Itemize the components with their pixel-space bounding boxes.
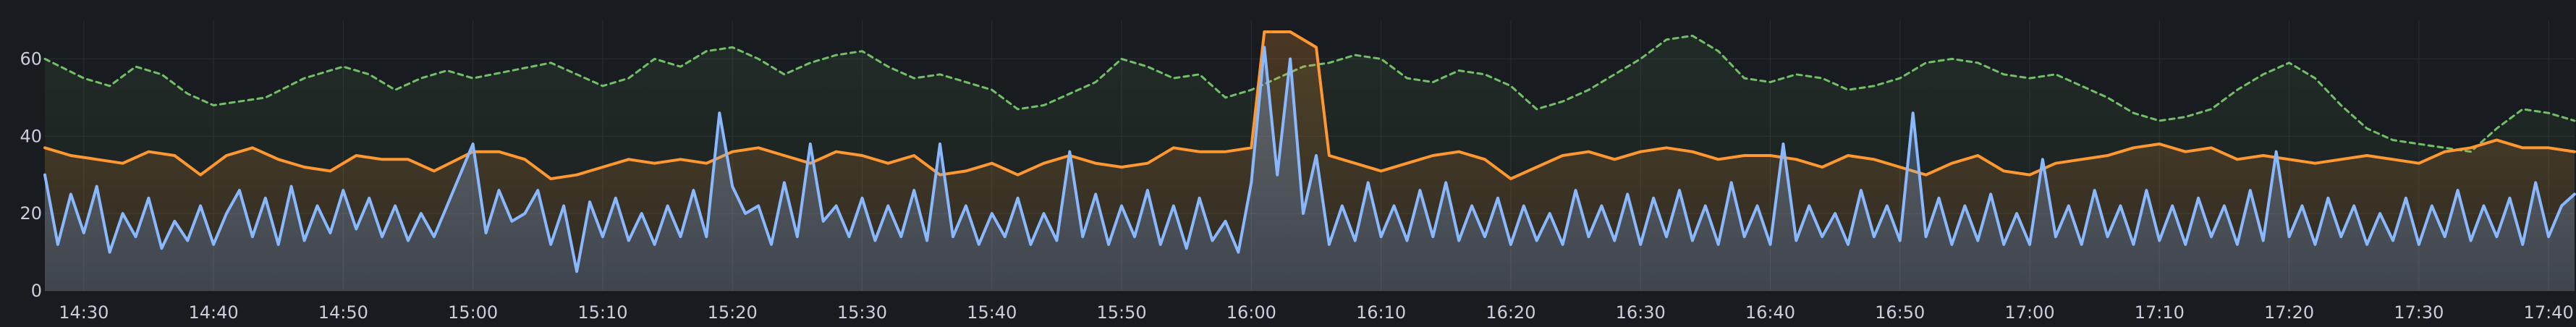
x-tick-label: 15:10 bbox=[577, 302, 627, 323]
series-orange-line bbox=[43, 30, 2576, 181]
x-tick-label: 16:00 bbox=[1226, 302, 1276, 323]
series-blue-group bbox=[43, 46, 2576, 292]
x-tick-label: 14:40 bbox=[188, 302, 238, 323]
x-tick-label: 15:30 bbox=[837, 302, 887, 323]
series-green-dashed-line bbox=[43, 34, 2576, 153]
x-tick-label: 17:30 bbox=[2394, 302, 2444, 323]
x-tick-label: 15:50 bbox=[1096, 302, 1146, 323]
x-tick-label: 14:30 bbox=[59, 302, 109, 323]
x-tick-label: 16:50 bbox=[1875, 302, 1925, 323]
x-tick-label: 15:00 bbox=[448, 302, 498, 323]
x-tick-label: 16:40 bbox=[1745, 302, 1795, 323]
x-tick-label: 15:40 bbox=[967, 302, 1017, 323]
x-tick-label: 17:20 bbox=[2264, 302, 2314, 323]
x-tick-label: 17:00 bbox=[2004, 302, 2054, 323]
y-tick-label: 40 bbox=[20, 126, 42, 146]
series-group bbox=[43, 30, 2576, 292]
x-tick-label: 15:20 bbox=[708, 302, 758, 323]
y-tick-label: 0 bbox=[31, 281, 42, 301]
x-tick-label: 16:20 bbox=[1486, 302, 1535, 323]
x-tick-label: 17:10 bbox=[2135, 302, 2185, 323]
x-tick-label: 17:40 bbox=[2524, 302, 2574, 323]
y-tick-label: 20 bbox=[20, 203, 42, 224]
y-tick-label: 60 bbox=[20, 48, 42, 69]
axes: 0 20 40 60 14:30 14:40 14:50 15:00 15:10 15:20 15:… bbox=[20, 48, 2573, 323]
series-blue-line bbox=[43, 46, 2576, 273]
x-tick-label: 14:50 bbox=[318, 302, 368, 323]
x-tick-label: 16:10 bbox=[1356, 302, 1406, 323]
x-tick-label: 16:30 bbox=[1616, 302, 1666, 323]
